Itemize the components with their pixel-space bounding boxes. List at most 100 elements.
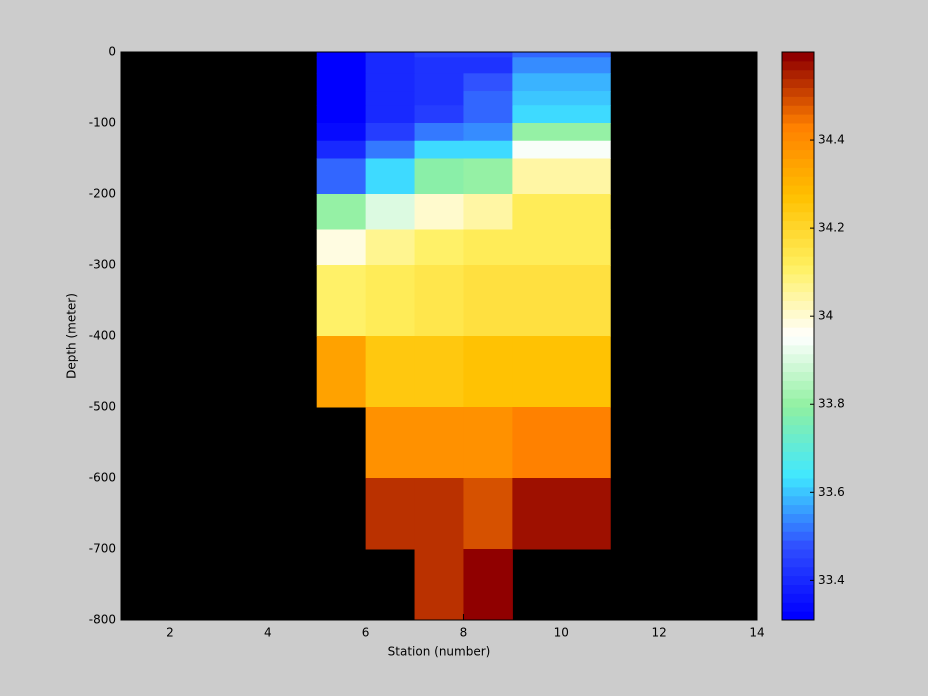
- y-tick-label: -700: [89, 542, 116, 556]
- colorbar-swatch: [782, 584, 814, 594]
- x-tick-label: 10: [554, 626, 569, 640]
- colorbar-swatch: [782, 52, 814, 62]
- colorbar-swatch: [782, 96, 814, 106]
- y-axis-label: Depth (meter): [65, 293, 79, 379]
- y-tick-label: -400: [89, 329, 116, 343]
- colorbar-swatch: [782, 407, 814, 417]
- colorbar-swatch: [782, 478, 814, 488]
- x-tick-label: 14: [749, 626, 764, 640]
- x-tick-label: 6: [362, 626, 370, 640]
- colorbar-swatch: [782, 415, 814, 426]
- heatmap-cell: [365, 407, 416, 479]
- colorbar-tick-label: 33.6: [818, 485, 845, 499]
- colorbar-swatch: [782, 318, 814, 328]
- colorbar-swatch: [782, 123, 814, 133]
- heatmap-cell: [365, 57, 416, 74]
- colorbar-swatch: [782, 114, 814, 124]
- heatmap-cell: [512, 105, 611, 124]
- colorbar-swatch: [782, 593, 814, 603]
- heatmap-cell: [365, 229, 416, 266]
- heatmap-cell: [463, 52, 513, 58]
- heatmap-cell: [414, 123, 464, 142]
- x-axis-label: Station (number): [388, 645, 491, 659]
- heatmap-cell: [463, 549, 513, 621]
- colorbar-swatch: [782, 557, 814, 568]
- colorbar-swatch: [782, 273, 814, 284]
- heatmap-cell: [463, 73, 513, 92]
- heatmap-cell: [512, 194, 611, 230]
- colorbar-swatch: [782, 185, 814, 195]
- colorbar-swatch: [782, 336, 814, 346]
- heatmap-cell: [414, 194, 464, 230]
- colorbar-swatch: [782, 531, 814, 541]
- heatmap-cell: [316, 73, 367, 92]
- y-tick-label: -500: [89, 400, 116, 414]
- colorbar-swatch: [782, 211, 814, 222]
- colorbar-swatch: [782, 149, 814, 159]
- heatmap-cell: [316, 91, 367, 106]
- heatmap-cell: [463, 478, 513, 550]
- heatmap-cell: [365, 140, 416, 159]
- heatmap-cell: [463, 105, 513, 124]
- colorbar-swatch: [782, 602, 814, 612]
- heatmap-cell: [316, 336, 367, 408]
- colorbar-tick-label: 34: [818, 309, 833, 323]
- heatmap-cell: [316, 158, 367, 195]
- x-tick-label: 2: [166, 626, 174, 640]
- colorbar-swatch: [782, 78, 814, 88]
- heatmap-cell: [463, 265, 513, 337]
- colorbar-swatch: [782, 256, 814, 266]
- colorbar-swatch: [782, 549, 814, 559]
- colorbar-swatch: [782, 398, 814, 408]
- colorbar-swatch: [782, 202, 814, 213]
- heatmap-cell: [414, 549, 464, 621]
- heatmap-cell: [463, 336, 513, 408]
- colorbar-swatch: [782, 433, 814, 443]
- heatmap-cell: [414, 229, 464, 266]
- heatmap-cell: [512, 265, 611, 337]
- colorbar-swatch: [782, 327, 814, 337]
- colorbar-tick-label: 34.4: [818, 133, 845, 147]
- colorbar-swatch: [782, 451, 814, 461]
- heatmap-cell: [463, 194, 513, 230]
- colorbar-swatch: [782, 247, 814, 257]
- colorbar-swatch: [782, 504, 814, 514]
- colorbar-swatch: [782, 60, 814, 71]
- heatmap-cell: [365, 336, 416, 408]
- colorbar-swatch: [782, 380, 814, 390]
- colorbar-swatch: [782, 194, 814, 204]
- heatmap-cell: [365, 52, 416, 58]
- colorbar-swatch: [782, 389, 814, 399]
- colorbar-swatch: [782, 460, 814, 470]
- colorbar-swatch: [782, 522, 814, 532]
- heatmap-cell: [365, 105, 416, 124]
- y-tick-label: -100: [89, 116, 116, 130]
- heatmap-cell: [414, 140, 464, 159]
- colorbar-swatch: [782, 362, 814, 372]
- heatmap-cell: [414, 73, 464, 92]
- heatmap-cell: [316, 52, 367, 58]
- heatmap-cell: [414, 265, 464, 337]
- heatmap-cell: [512, 336, 611, 408]
- colorbar-swatch: [782, 220, 814, 230]
- heatmap-cell: [512, 158, 611, 195]
- colorbar-swatch: [782, 158, 814, 168]
- heatmap-cell: [512, 140, 611, 159]
- heatmap-cell: [463, 140, 513, 159]
- colorbar-swatch: [782, 371, 814, 381]
- heatmap-cell: [414, 336, 464, 408]
- colorbar-tick-label: 33.4: [818, 573, 845, 587]
- heatmap-cell: [365, 123, 416, 142]
- colorbar-swatch: [782, 513, 814, 523]
- colorbar-swatch: [782, 540, 814, 550]
- colorbar-swatch: [782, 309, 814, 319]
- heatmap-cell: [463, 91, 513, 106]
- heatmap-cell: [414, 57, 464, 74]
- heatmap-cell: [512, 73, 611, 92]
- colorbar-tick-label: 34.2: [818, 221, 845, 235]
- colorbar-frame: [781, 51, 815, 621]
- colorbar-swatch: [782, 611, 814, 621]
- colorbar-swatch: [782, 566, 814, 577]
- colorbar-swatch: [782, 344, 814, 355]
